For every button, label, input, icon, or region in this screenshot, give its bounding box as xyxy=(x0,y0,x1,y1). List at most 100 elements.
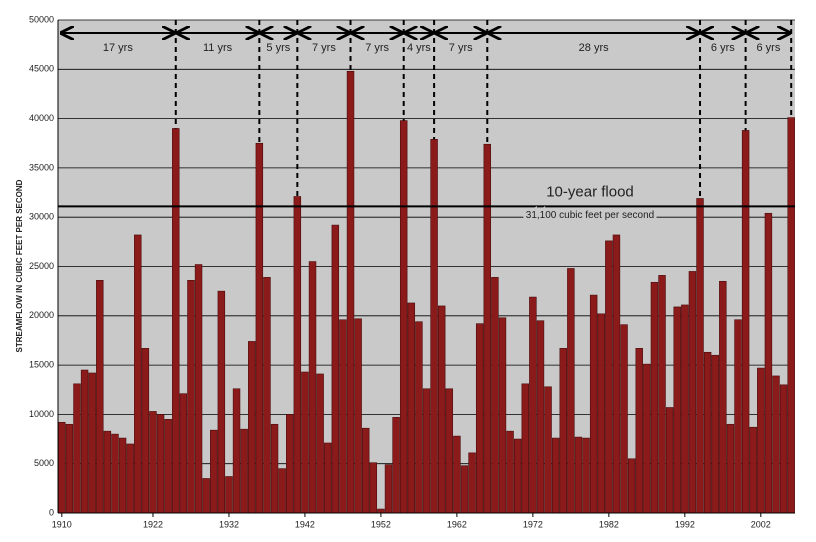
bar xyxy=(210,429,218,514)
bar xyxy=(567,268,575,514)
bar xyxy=(240,428,248,514)
bar xyxy=(202,478,210,514)
bar xyxy=(650,281,659,514)
bar xyxy=(513,438,522,514)
bar xyxy=(726,423,735,514)
bar xyxy=(498,317,507,514)
period-label: 7 yrs xyxy=(312,42,336,54)
bar xyxy=(627,458,636,514)
bar xyxy=(749,426,757,514)
bar xyxy=(278,468,286,514)
bar xyxy=(194,264,203,514)
y-tick-label: 0 xyxy=(49,507,54,517)
bar xyxy=(384,464,393,514)
bar xyxy=(96,280,104,514)
bar xyxy=(324,442,332,514)
x-tick-label: 1992 xyxy=(675,519,695,529)
bar xyxy=(734,319,742,514)
bar xyxy=(529,296,537,514)
bar xyxy=(164,419,172,514)
bar xyxy=(536,320,545,514)
bar xyxy=(643,363,651,514)
bar xyxy=(582,437,590,514)
period-label: 7 yrs xyxy=(365,42,389,54)
x-tick-label: 1910 xyxy=(52,519,72,529)
x-tick-label: 1932 xyxy=(219,519,239,529)
bar xyxy=(437,305,446,514)
bar xyxy=(681,304,689,514)
bar xyxy=(703,351,712,514)
x-tick-label: 2002 xyxy=(751,519,771,529)
bar xyxy=(248,341,256,514)
bar xyxy=(346,70,355,514)
y-tick-label: 50000 xyxy=(29,14,54,24)
y-tick-label: 35000 xyxy=(29,162,54,172)
bar xyxy=(673,306,681,514)
bar xyxy=(711,354,719,514)
bar xyxy=(225,476,233,514)
bar xyxy=(58,421,66,514)
bar xyxy=(719,280,727,514)
period-label: 6 yrs xyxy=(711,42,735,54)
bar xyxy=(293,196,302,514)
bar xyxy=(772,375,780,514)
bar xyxy=(103,430,112,514)
x-tick-label: 1922 xyxy=(143,519,163,529)
bar xyxy=(415,321,423,514)
bar xyxy=(445,388,454,514)
bar xyxy=(468,452,476,514)
reference-sublabel: 31,100 cubic feet per second xyxy=(526,210,654,221)
bar xyxy=(179,393,188,514)
bar xyxy=(361,427,370,514)
bar xyxy=(620,324,628,514)
bar xyxy=(339,319,347,514)
bar xyxy=(172,128,180,514)
x-tick-label: 1972 xyxy=(523,519,543,529)
bar xyxy=(544,386,552,514)
bar xyxy=(779,384,788,514)
bar xyxy=(612,234,621,514)
bar xyxy=(118,437,127,514)
period-label: 28 yrs xyxy=(579,42,609,54)
bar xyxy=(665,407,674,514)
bar xyxy=(217,290,226,514)
bar xyxy=(605,240,613,514)
bar xyxy=(270,423,279,514)
bar xyxy=(88,372,96,514)
y-tick-label: 20000 xyxy=(29,310,54,320)
bar xyxy=(688,271,697,514)
x-tick-label: 1962 xyxy=(447,519,467,529)
bar xyxy=(460,465,469,514)
x-tick-label: 1952 xyxy=(371,519,391,529)
bar xyxy=(696,198,704,514)
y-tick-label: 5000 xyxy=(34,458,54,468)
bar xyxy=(635,348,643,514)
period-label: 6 yrs xyxy=(756,42,780,54)
bar xyxy=(354,318,362,514)
bar xyxy=(286,414,294,514)
y-tick-label: 10000 xyxy=(29,409,54,419)
bar xyxy=(73,383,81,514)
bar xyxy=(559,348,567,514)
bar xyxy=(187,280,195,514)
x-tick-label: 1942 xyxy=(295,519,315,529)
period-label: 4 yrs xyxy=(407,42,431,54)
bar xyxy=(301,371,309,514)
bar xyxy=(126,443,134,514)
y-tick-label: 30000 xyxy=(29,212,54,222)
bar xyxy=(80,369,89,514)
bar xyxy=(787,117,795,514)
bar xyxy=(764,212,773,514)
bar xyxy=(757,367,765,514)
period-label: 7 yrs xyxy=(449,42,473,54)
bar xyxy=(232,388,241,514)
bar xyxy=(483,143,492,514)
bar xyxy=(475,323,484,514)
bar xyxy=(597,313,605,514)
bar xyxy=(453,435,461,514)
y-axis-label: STREAMFLOW IN CUBIC FEET PER SECOND xyxy=(15,179,24,352)
bar xyxy=(407,302,416,514)
bar xyxy=(521,383,529,514)
bar xyxy=(331,224,340,514)
